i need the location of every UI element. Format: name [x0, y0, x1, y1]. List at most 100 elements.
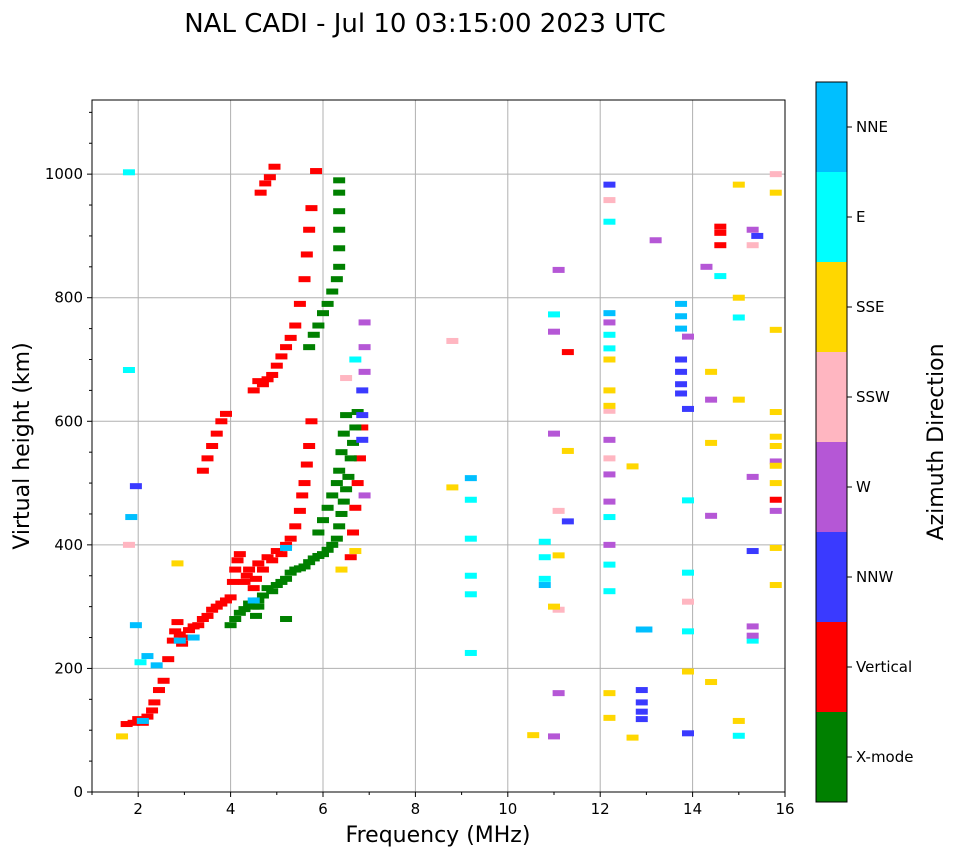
- point-nne: [675, 300, 688, 307]
- point-w: [603, 498, 616, 505]
- point-e: [714, 273, 727, 280]
- point-vertical: [284, 334, 297, 341]
- point-vertical: [148, 699, 161, 706]
- point-vertical: [178, 634, 191, 641]
- point-vertical: [210, 603, 223, 610]
- point-vertical: [256, 381, 269, 388]
- point-sse: [769, 326, 782, 333]
- point-vertical: [201, 612, 214, 619]
- point-sse: [349, 548, 362, 555]
- point-w: [746, 623, 759, 630]
- point-vertical: [141, 713, 154, 720]
- point-nnw: [635, 708, 648, 715]
- point-vertical: [303, 226, 316, 233]
- point-vertical: [300, 251, 313, 258]
- point-x-mode: [347, 439, 360, 446]
- point-e: [681, 569, 694, 576]
- x-axis-ticks: 2 4 6 8 10 12 14 16: [91, 792, 795, 818]
- point-vertical: [219, 410, 232, 417]
- point-nne: [464, 475, 477, 482]
- point-e: [603, 345, 616, 352]
- point-vertical: [250, 575, 263, 582]
- point-vertical: [263, 174, 276, 181]
- point-vertical: [714, 223, 727, 230]
- point-vertical: [226, 578, 239, 585]
- x-tick-label: 8: [411, 800, 421, 818]
- point-w: [700, 263, 713, 270]
- point-x-mode: [342, 473, 355, 480]
- point-sse: [769, 443, 782, 449]
- point-sse: [769, 189, 782, 196]
- point-w: [358, 344, 371, 351]
- point-vertical: [275, 353, 288, 360]
- point-w: [552, 690, 565, 697]
- point-sse: [527, 732, 540, 739]
- point-w: [746, 226, 759, 233]
- point-e: [464, 496, 477, 503]
- point-ssw: [340, 375, 353, 382]
- y-tick-label: 800: [54, 289, 83, 307]
- point-x-mode: [270, 582, 283, 589]
- point-ssw: [122, 541, 135, 548]
- point-vertical: [303, 443, 316, 449]
- point-vertical: [146, 707, 159, 714]
- point-vertical: [266, 557, 279, 564]
- point-x-mode: [250, 612, 263, 619]
- point-vertical: [152, 687, 165, 694]
- point-e: [538, 575, 551, 582]
- y-tick-label: 0: [73, 783, 83, 801]
- point-vertical: [353, 455, 366, 462]
- point-sse: [705, 679, 718, 686]
- point-x-mode: [333, 245, 346, 252]
- point-vertical: [310, 168, 323, 175]
- point-x-mode: [280, 616, 293, 622]
- point-w: [746, 632, 759, 639]
- point-x-mode: [333, 226, 346, 233]
- point-w: [548, 733, 560, 740]
- point-vertical: [196, 616, 209, 622]
- point-e: [134, 659, 147, 666]
- point-nnw: [356, 387, 369, 394]
- colorbar: X-mode Vertical NNW W SSW SSE E NNE: [815, 81, 913, 803]
- point-vertical: [289, 322, 302, 329]
- point-ssw: [681, 598, 694, 605]
- point-vertical: [769, 496, 782, 503]
- point-sse: [116, 733, 129, 740]
- point-nnw: [356, 436, 369, 443]
- point-ssw: [769, 171, 782, 178]
- chart-title: NAL CADI - Jul 10 03:15:00 2023 UTC: [184, 9, 666, 39]
- point-vertical: [166, 637, 179, 644]
- point-e: [603, 588, 616, 595]
- point-nnw: [675, 381, 688, 388]
- point-vertical: [215, 600, 228, 607]
- point-w: [705, 396, 718, 403]
- colorbar-category-label: E: [856, 208, 865, 226]
- point-x-mode: [349, 424, 362, 431]
- point-sse: [769, 462, 782, 469]
- point-x-mode: [266, 588, 279, 595]
- point-w: [603, 471, 616, 478]
- point-nnw: [635, 716, 648, 723]
- point-vertical: [356, 424, 369, 431]
- point-e: [464, 591, 477, 598]
- point-sse: [732, 294, 745, 301]
- point-x-mode: [333, 263, 346, 270]
- point-vertical: [305, 205, 318, 212]
- point-vertical: [259, 180, 272, 187]
- point-vertical: [238, 578, 251, 585]
- point-sse: [626, 734, 639, 741]
- point-vertical: [171, 619, 184, 626]
- point-w: [746, 473, 759, 480]
- y-axis-label: Virtual height (km): [10, 342, 35, 549]
- point-sse: [732, 396, 745, 403]
- point-sse: [171, 560, 184, 567]
- point-e: [538, 554, 551, 561]
- colorbar-segment: [816, 172, 847, 262]
- point-nne: [603, 310, 616, 317]
- point-nne: [187, 634, 200, 641]
- point-x-mode: [303, 344, 316, 351]
- point-vertical: [305, 418, 318, 425]
- point-vertical: [247, 585, 260, 592]
- point-vertical: [206, 443, 219, 449]
- y-tick-label: 400: [54, 536, 83, 554]
